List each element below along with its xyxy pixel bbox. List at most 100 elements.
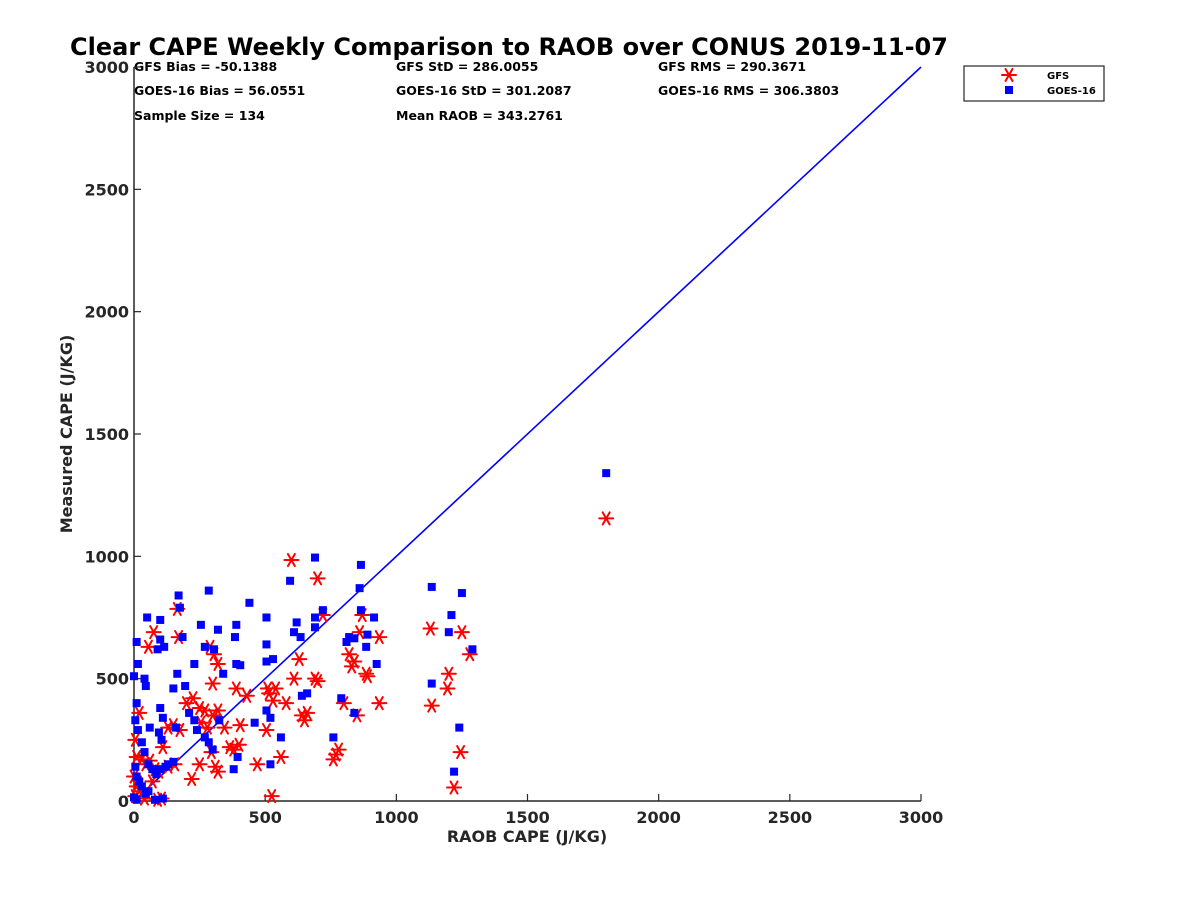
legend-goes-16-label: GOES-16 [1047, 86, 1096, 97]
x-axis-label: RAOB CAPE (J/KG) [447, 827, 607, 846]
goes-16-point [296, 633, 305, 642]
x-tick-label: 0 [128, 808, 139, 827]
legend-gfs-asterisk [1001, 67, 1017, 83]
gfs-point [238, 688, 255, 703]
goes-16-point [262, 613, 271, 622]
legend-goes-16-marker [1005, 86, 1013, 94]
gfs-point [249, 757, 266, 772]
goes-16-point [190, 716, 199, 725]
goes-16-point [350, 634, 359, 643]
goes-16-point [250, 718, 259, 727]
goes-16-point [160, 642, 169, 651]
goes-16-point [175, 603, 184, 612]
goes-16-point [156, 635, 165, 644]
legend: GFS GOES-16 [963, 65, 1105, 102]
goes-16-point [455, 723, 464, 732]
goes-16-point [148, 765, 157, 774]
goes-16-point [140, 674, 149, 683]
gfs-point [452, 745, 469, 760]
gfs-point [263, 789, 280, 804]
goes-16-point [131, 762, 140, 771]
gfs-point [272, 749, 289, 765]
stat-sample-size: Sample Size = 134 [134, 108, 265, 123]
goes-16-point [303, 689, 312, 698]
gfs-point [209, 656, 226, 672]
goes-16-point [169, 757, 178, 766]
goes-16-point [156, 765, 165, 774]
gfs-point [278, 696, 295, 711]
goes-16-point [233, 752, 242, 761]
stat-goes-rms: GOES-16 RMS = 306.3803 [658, 83, 839, 98]
goes-16-point [141, 682, 150, 691]
goes-16-point [153, 645, 162, 654]
goes-16-point [337, 694, 346, 703]
goes-16-point [133, 726, 142, 735]
goes-16-point [457, 589, 466, 598]
y-ticks: 0 500 1000 1500 2000 2500 3000 [84, 58, 141, 811]
goes-16-point [262, 657, 271, 666]
goes-16-point [444, 628, 453, 637]
chart-title: Clear CAPE Weekly Comparison to RAOB ove… [70, 33, 948, 61]
stat-mean-raob: Mean RAOB = 343.2761 [396, 108, 563, 123]
goes-16-point [362, 642, 371, 651]
goes-16-point [169, 684, 178, 693]
gfs-point [258, 722, 275, 738]
goes-16-point [143, 613, 152, 622]
gfs-point [371, 696, 388, 711]
goes-16-point [290, 628, 299, 637]
y-tick-label: 3000 [84, 58, 129, 77]
goes-16-point [171, 723, 180, 732]
x-tick-label: 1500 [505, 808, 550, 827]
goes-16-point [363, 630, 372, 639]
goes-16-point [204, 738, 213, 747]
goes-16-point [427, 679, 436, 688]
goes-16-point [210, 645, 219, 654]
x-tick-label: 2500 [768, 808, 813, 827]
goes-16-point [450, 767, 459, 776]
goes-16-point [181, 682, 190, 691]
goes-16-point [158, 794, 167, 803]
goes-16-point [230, 633, 239, 642]
gfs-point [204, 676, 221, 691]
legend-gfs-label: GFS [1047, 71, 1069, 82]
goes-16-point [130, 672, 138, 681]
goes-16-point [236, 661, 245, 670]
goes-16-point [311, 623, 320, 632]
y-tick-label: 2000 [84, 303, 129, 322]
gfs-point [359, 669, 376, 684]
gfs-point [330, 742, 347, 757]
y-tick-label: 1000 [84, 547, 129, 566]
goes-16-point [208, 745, 217, 754]
gfs-point [230, 737, 247, 752]
goes-16-point [219, 669, 228, 678]
goes-16-point [135, 777, 144, 786]
stat-goes-bias: GOES-16 Bias = 56.0551 [134, 83, 305, 98]
gfs-point [598, 511, 615, 526]
goes-16-point [262, 640, 271, 649]
goes-16-point [161, 762, 170, 771]
goes-16-point [262, 706, 271, 715]
goes-16-point [311, 553, 320, 562]
gfs-point [228, 681, 245, 696]
goes-16-point [145, 723, 154, 732]
gfs-point [423, 698, 440, 713]
goes-16-point [131, 716, 140, 725]
goes-16-point [370, 613, 379, 622]
goes-16-point [245, 598, 254, 607]
stat-gfs-bias: GFS Bias = -50.1388 [134, 59, 277, 74]
x-ticks: 0 500 1000 1500 2000 2500 3000 [128, 794, 943, 827]
goes-16-point [156, 615, 165, 624]
one-to-one-reference-line [133, 66, 922, 802]
goes-16-point [174, 591, 183, 600]
goes-16-point [345, 633, 354, 642]
goes-16-point [229, 765, 238, 774]
gfs-point [453, 625, 470, 640]
goes-16-point [137, 782, 146, 791]
gfs-point [286, 671, 303, 686]
gfs-point [183, 771, 200, 787]
goes-16-point [157, 735, 166, 744]
series-goes-16 [130, 469, 611, 804]
goes-16-point [204, 586, 213, 595]
goes-16-point [468, 645, 477, 654]
